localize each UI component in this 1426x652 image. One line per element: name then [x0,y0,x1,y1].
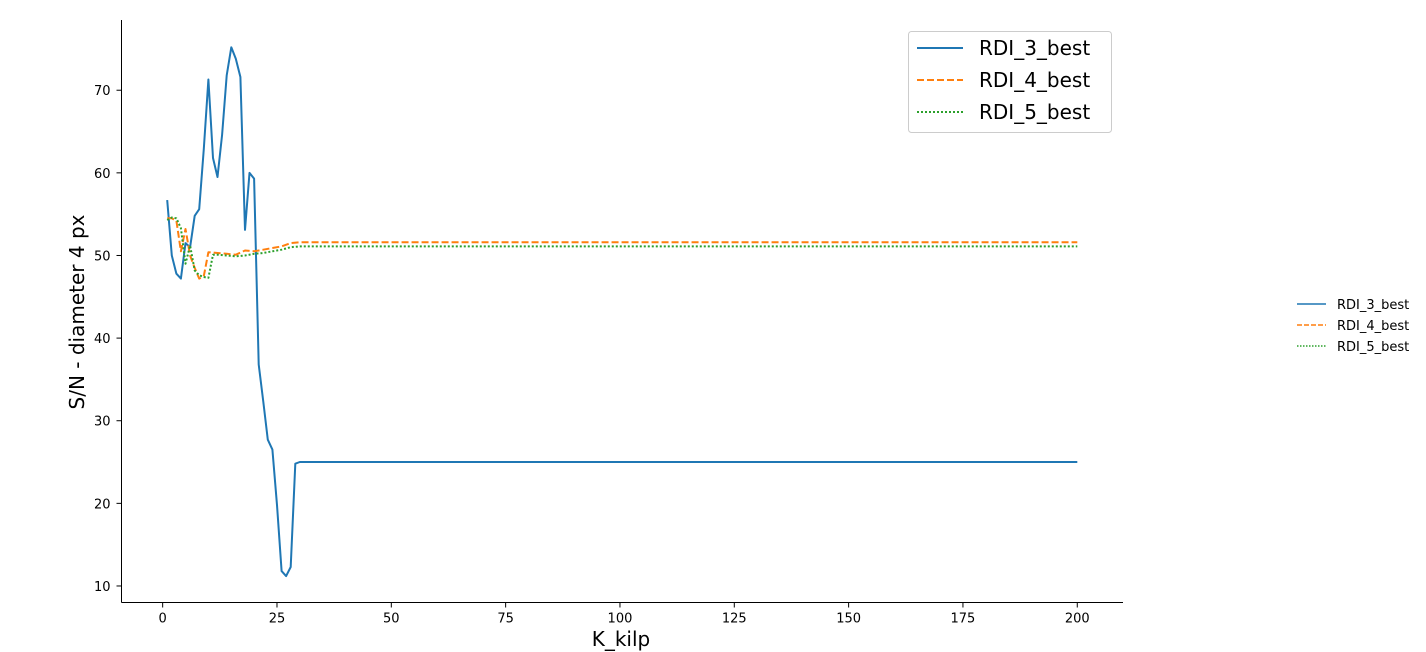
series-line-rdi-5-best [166,216,1078,279]
x-tick-label: 0 [159,612,167,627]
x-tick-label: 100 [608,612,633,627]
legend-outside: RDI_3_best RDI_4_best RDI_5_best [1297,298,1409,355]
y-tick-label: 50 [94,249,111,264]
x-tick-label: 175 [951,612,976,627]
x-tick-label: 200 [1065,612,1090,627]
series-line-rdi-4-best [167,217,1078,280]
x-tick-label: 125 [722,612,747,627]
legend-main-label: RDI_3_best [979,36,1090,60]
x-tick-label: 75 [497,612,514,627]
legend-main-label: RDI_4_best [979,68,1090,92]
legend-outside-label: RDI_4_best [1337,319,1409,334]
legend-main: RDI_3_best RDI_4_best RDI_5_best [908,31,1112,133]
series-layer [166,46,1078,578]
y-tick-label: 40 [94,332,111,347]
y-tick-label: 20 [94,497,111,512]
legend-main-frame [908,31,1112,133]
y-tick-label: 10 [94,580,111,595]
x-axis-ticks: 0 25 50 75 100 125 150 175 200 [159,602,1090,627]
x-axis-title: K_kilp [592,627,651,651]
x-tick-label: 150 [836,612,861,627]
legend-main-label: RDI_5_best [979,100,1090,124]
y-axis-title: S/N - diameter 4 px [65,214,89,409]
x-tick-label: 25 [269,612,286,627]
y-axis-ticks: 10 20 30 40 50 60 70 [94,84,122,595]
y-tick-label: 30 [94,415,111,430]
legend-outside-label: RDI_5_best [1337,340,1409,355]
y-tick-label: 70 [94,84,111,99]
legend-outside-label: RDI_3_best [1337,298,1409,313]
x-tick-label: 50 [383,612,400,627]
y-tick-label: 60 [94,167,111,182]
